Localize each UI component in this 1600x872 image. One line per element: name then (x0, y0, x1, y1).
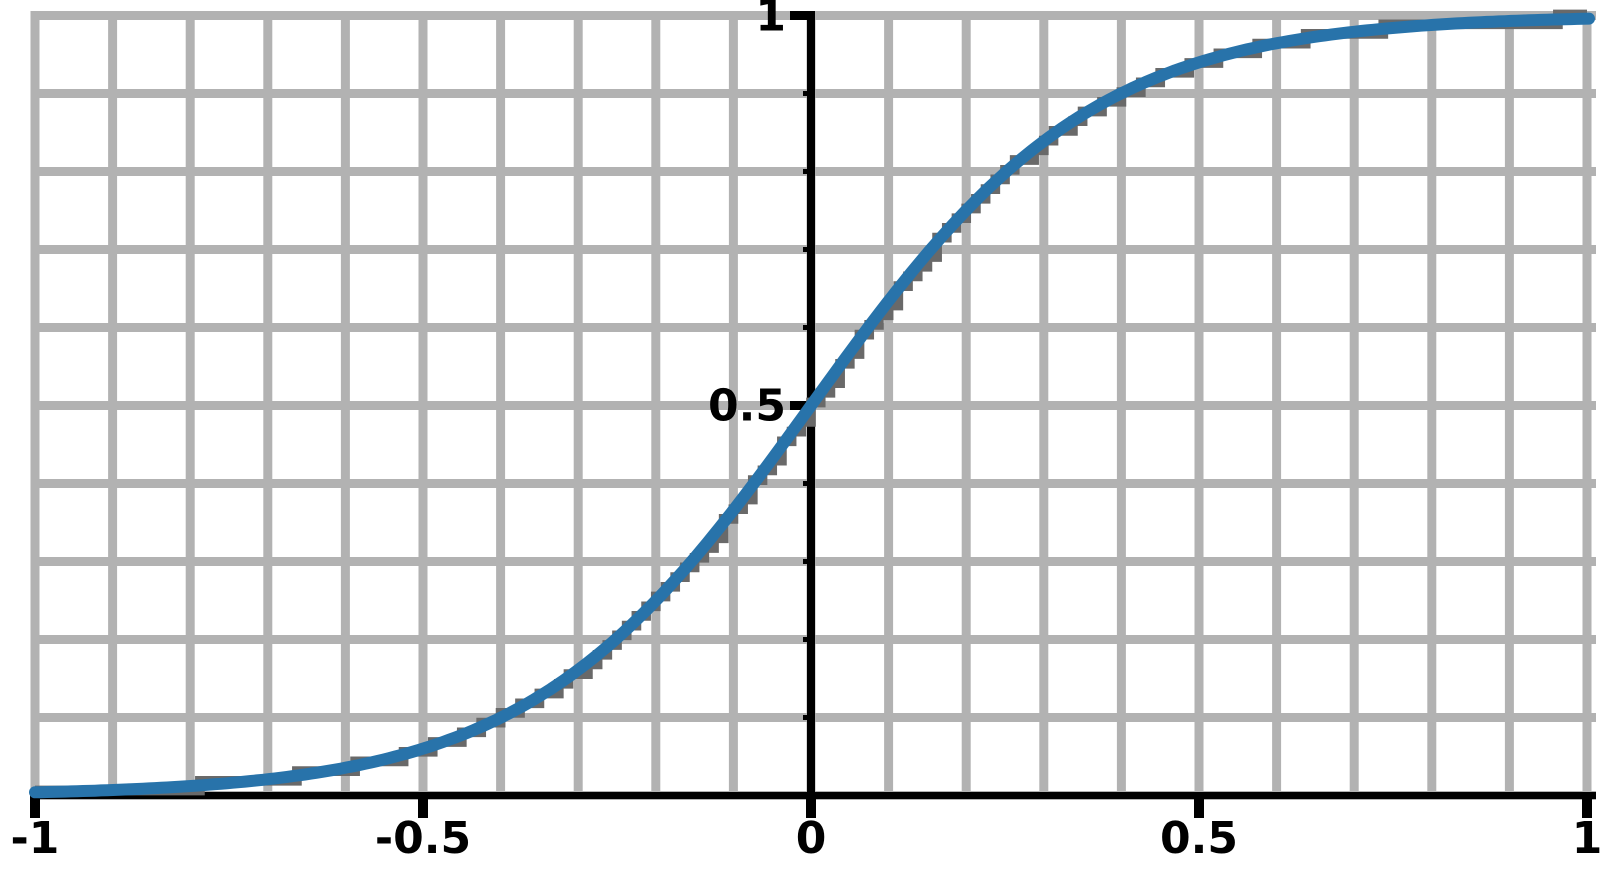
x-tick-label: 0.5 (1160, 813, 1238, 864)
x-tick-label: -1 (11, 813, 60, 864)
y-tick-label: 0.5 (708, 381, 786, 432)
y-tick-label: 1 (755, 0, 786, 42)
x-tick-label: -0.5 (375, 813, 471, 864)
x-tick-label: 1 (1572, 813, 1600, 864)
smooth-sigmoid-curve (29, 12, 1595, 799)
x-tick-label: 0 (796, 813, 827, 864)
